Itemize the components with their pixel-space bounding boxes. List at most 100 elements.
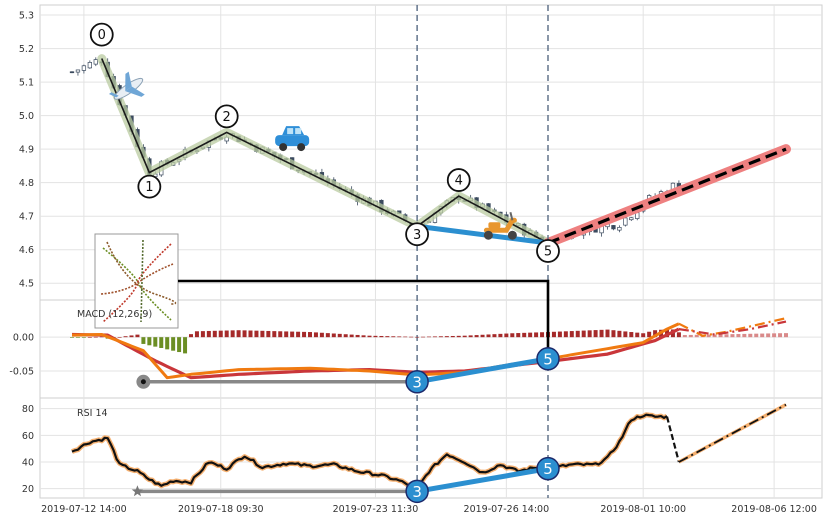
macd-histogram-bar xyxy=(75,337,80,338)
thumbnail-curve xyxy=(140,239,144,323)
rsi-y-tick-label: 20 xyxy=(22,484,34,495)
macd-histogram-bar xyxy=(557,331,562,338)
macd-histogram-bar xyxy=(385,336,390,338)
macd-histogram-bar xyxy=(278,331,283,338)
macd-histogram-bar xyxy=(492,334,497,338)
macd-histogram-bar xyxy=(468,335,473,338)
x-tick-label: 2019-07-26 14:00 xyxy=(464,504,550,515)
rsi-line xyxy=(71,413,668,489)
x-tick-label: 2019-07-12 14:00 xyxy=(41,504,127,515)
macd-histogram-bar xyxy=(141,337,146,344)
projection-dashed-line xyxy=(547,147,787,245)
macd-histogram-bar xyxy=(611,330,616,338)
macd-histogram-bar xyxy=(432,336,437,338)
wave-point-marker xyxy=(214,104,239,129)
macd-histogram-bar xyxy=(647,331,652,338)
wave-point-label: 4 xyxy=(455,174,463,189)
candle-body xyxy=(617,227,622,231)
macd-histogram-bar xyxy=(736,334,741,338)
candle-body xyxy=(93,59,98,65)
scooter-wheel xyxy=(507,230,517,240)
macd-histogram-bar xyxy=(504,333,509,338)
macd-histogram-bar xyxy=(587,330,592,338)
car-wheel xyxy=(279,143,288,152)
wave-point-label: 1 xyxy=(145,180,153,195)
macd-histogram-bar xyxy=(593,330,598,338)
macd-histogram-bar xyxy=(135,334,140,338)
macd-histogram-bar xyxy=(444,336,449,338)
candle-body xyxy=(69,71,75,74)
thumbnail-curve xyxy=(102,243,172,323)
macd-histogram-bar xyxy=(676,332,681,338)
macd-histogram-bar xyxy=(379,335,384,338)
car-icon xyxy=(275,126,310,152)
macd-histogram-bar xyxy=(421,336,426,338)
macd-histogram-bar xyxy=(712,334,717,338)
macd-histogram-bar xyxy=(284,331,289,338)
x-tick-label: 2019-07-18 09:30 xyxy=(178,504,264,515)
candle-body xyxy=(87,62,93,69)
macd-histogram-bar xyxy=(540,332,545,338)
macd-histogram-bar xyxy=(623,331,628,338)
macd-histogram-bar xyxy=(403,336,408,338)
macd-histogram-bar xyxy=(200,331,205,338)
macd-marker-label: 5 xyxy=(543,350,553,368)
macd-histogram-bar xyxy=(450,335,455,338)
macd-reference-dot-center xyxy=(140,379,146,385)
macd-histogram-bar xyxy=(337,333,342,338)
macd-histogram-bar xyxy=(694,334,699,338)
macd-histogram-bar xyxy=(296,331,301,338)
macd-histogram-bar xyxy=(230,330,235,338)
macd-histogram-bar xyxy=(778,333,783,338)
macd-histogram-bar xyxy=(575,330,580,338)
price-y-tick-label: 4.9 xyxy=(19,145,34,156)
macd-histogram-bar xyxy=(266,330,271,338)
macd-histogram-bar xyxy=(772,333,777,338)
macd-histogram-bar xyxy=(194,331,199,338)
car-window xyxy=(287,128,294,135)
macd-histogram-bar xyxy=(391,336,396,338)
macd-histogram-bar xyxy=(93,336,98,338)
candle-body xyxy=(75,69,81,73)
macd-histogram-bar xyxy=(319,332,324,338)
macd-histogram-bar xyxy=(760,333,765,338)
macd-histogram-bar xyxy=(551,331,556,338)
rsi-y-tick-label: 40 xyxy=(22,458,34,469)
macd-marker-label: 3 xyxy=(412,373,422,391)
macd-histogram-bar xyxy=(599,329,604,338)
macd-histogram-bar xyxy=(373,335,378,338)
macd-histogram-bar xyxy=(635,332,640,338)
macd-histogram-bar xyxy=(409,336,414,338)
macd-histogram-bar xyxy=(754,333,759,338)
airplane-icon xyxy=(108,71,145,100)
macd-marker xyxy=(536,347,560,371)
macd-histogram-bar xyxy=(748,333,753,338)
scooter-wheel xyxy=(483,230,493,240)
price-y-tick-label: 4.8 xyxy=(19,178,34,189)
rsi-marker xyxy=(405,479,429,504)
macd-histogram-bar xyxy=(117,337,122,338)
rsi-divergence-line xyxy=(414,466,551,494)
price-y-tick-label: 5.2 xyxy=(19,44,34,55)
rsi-marker-label: 5 xyxy=(543,460,553,478)
wave-point-marker xyxy=(446,168,471,192)
price-divergence-line xyxy=(414,223,551,246)
wave-point-marker xyxy=(536,239,560,263)
macd-histogram-bar xyxy=(189,334,193,338)
macd-histogram-bar xyxy=(766,333,771,338)
car-window xyxy=(295,128,302,135)
price-y-tick-label: 4.6 xyxy=(19,245,34,256)
macd-histogram-bar xyxy=(498,333,503,338)
macd-histogram-bar xyxy=(212,330,217,338)
macd-histogram-bar xyxy=(349,334,354,338)
macd-histogram-bar xyxy=(516,333,521,338)
macd-histogram-bar xyxy=(81,337,86,338)
macd-histogram-bar xyxy=(224,330,229,338)
rsi-y-tick-label: 60 xyxy=(22,431,34,442)
macd-histogram-bar xyxy=(343,334,348,338)
scooter-icon xyxy=(483,212,517,240)
candle-body xyxy=(623,217,628,226)
macd-histogram-bar xyxy=(313,332,318,338)
macd-histogram-bar xyxy=(308,332,312,338)
macd-histogram-bar xyxy=(563,331,568,338)
